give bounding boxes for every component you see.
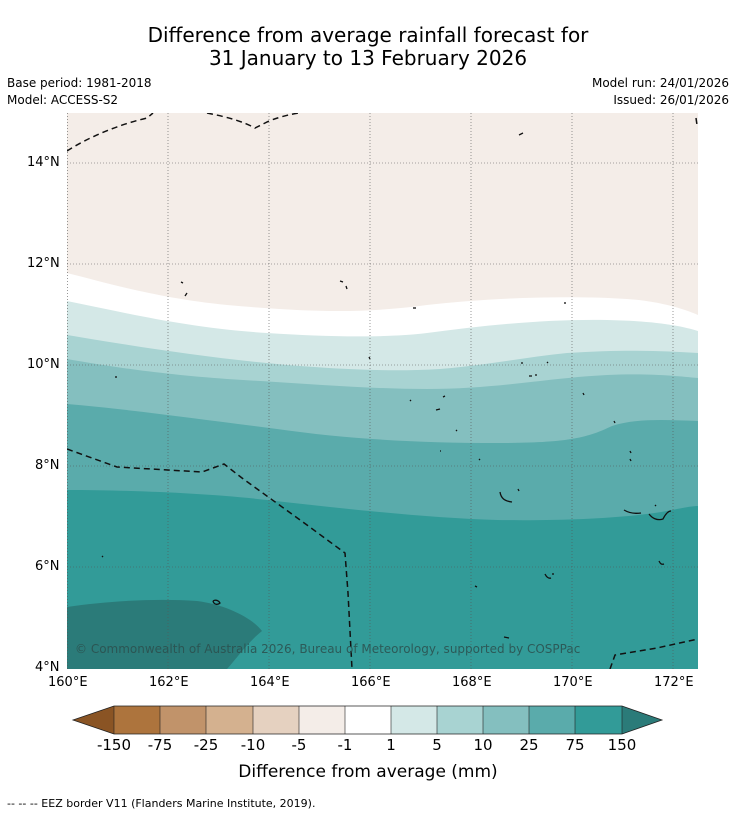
- colorbar-tick: -5: [291, 736, 307, 754]
- colorbar-tick: -75: [147, 736, 173, 754]
- colorbar-segment: [299, 706, 345, 734]
- colorbar-tick: 10: [473, 736, 493, 754]
- colorbar-segment: [114, 706, 160, 734]
- title-line-1: Difference from average rainfall forecas…: [147, 23, 589, 47]
- colorbar-segment: [206, 706, 253, 734]
- lon-tick: 170°E: [553, 675, 593, 690]
- colorbar-segment: [160, 706, 206, 734]
- colorbar-tick: 25: [519, 736, 539, 754]
- colorbar-tick: -25: [193, 736, 219, 754]
- lon-tick: 160°E: [48, 675, 88, 690]
- lat-tick: 6°N: [35, 559, 60, 574]
- title-line-2: 31 January to 13 February 2026: [208, 46, 528, 70]
- model-run: Model run: 24/01/2026: [591, 76, 729, 90]
- lat-tick: 14°N: [27, 155, 60, 170]
- colorbar-segment: [437, 706, 483, 734]
- lat-tick: 12°N: [27, 256, 60, 271]
- colorbar-segment: [391, 706, 437, 734]
- colorbar-tick: -1: [337, 736, 353, 754]
- colorbar-segment: [575, 706, 622, 734]
- colorbar-tick: 75: [565, 736, 585, 754]
- lon-tick: 168°E: [452, 675, 492, 690]
- lat-tick: 8°N: [35, 458, 60, 473]
- colorbar-extend-low: [73, 706, 114, 734]
- colorbar-tick: 150: [607, 736, 637, 754]
- lat-tick: 4°N: [35, 660, 60, 675]
- colorbar-tick: 5: [432, 736, 442, 754]
- eez-legend: -- -- -- EEZ border V11 (Flanders Marine…: [7, 797, 316, 810]
- colorbar-segment: [529, 706, 575, 734]
- copyright-notice: © Commonwealth of Australia 2026, Bureau…: [75, 642, 581, 656]
- rainfall-map: [66, 112, 699, 670]
- lat-tick: 10°N: [27, 357, 60, 372]
- lon-tick: 164°E: [250, 675, 290, 690]
- colorbar-segment: [345, 706, 391, 734]
- lon-tick: 166°E: [351, 675, 391, 690]
- colorbar-title: Difference from average (mm): [238, 762, 498, 782]
- graticule: [67, 113, 698, 669]
- colorbar-tick: 1: [386, 736, 396, 754]
- band-over-150: [67, 599, 262, 669]
- colorbar-dividers: [113, 706, 623, 734]
- lon-tick: 172°E: [654, 675, 694, 690]
- islands: [101, 132, 672, 639]
- base-period: Base period: 1981-2018: [7, 76, 152, 90]
- colorbar: [71, 705, 664, 735]
- map-svg: [66, 112, 699, 670]
- colorbar-tick: -10: [240, 736, 266, 754]
- colorbar-segment: [253, 706, 299, 734]
- issued-date: Issued: 26/01/2026: [613, 93, 729, 107]
- colorbar-segment: [483, 706, 529, 734]
- colorbar-extend-high: [622, 706, 662, 734]
- model-name: Model: ACCESS-S2: [7, 93, 119, 107]
- lon-tick: 162°E: [149, 675, 189, 690]
- eez-borders: [66, 112, 699, 670]
- colorbar-tick: -150: [96, 736, 132, 754]
